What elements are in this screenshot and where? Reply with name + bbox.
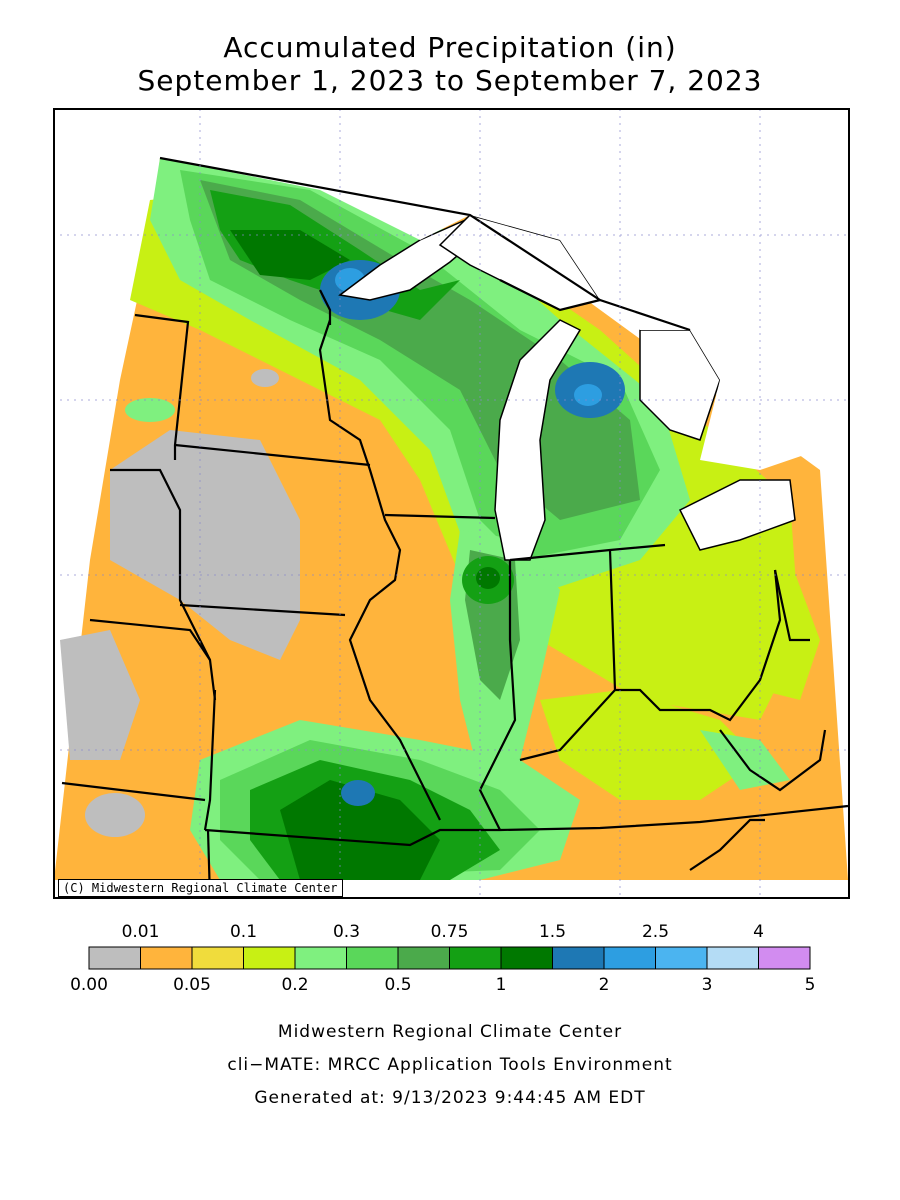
state-boundaries [61,156,849,898]
lake-michigan [494,319,582,561]
legend-top-label: 4 [753,922,764,942]
legend-swatch [500,946,553,970]
legend-top-label: 0.1 [229,922,258,942]
legend-swatch [191,946,244,970]
legend-swatch [449,946,502,970]
legend-swatch [140,946,193,970]
footer-tool-name: cli−MATE: MRCC Application Tools Environ… [227,1055,673,1075]
legend-swatch [346,946,399,970]
map-title: Accumulated Precipitation (in) [223,31,677,64]
legend-bottom-label: 0.00 [70,975,108,995]
legend-bottom-label: 0.5 [384,975,412,995]
legend-top-label: 2.5 [641,922,670,942]
precip-field [54,109,849,898]
legend-swatch [603,946,656,970]
legend-swatch [88,946,141,970]
legend-swatch [397,946,450,970]
legend-swatch [552,946,605,970]
legend-bottom-label: 3 [701,975,713,995]
lake-erie [678,479,796,551]
map-frame [53,108,850,899]
legend-bottom-label: 1 [495,975,507,995]
copyright-label: (C) Midwestern Regional Climate Center [58,879,343,897]
legend-top-label: 0.3 [332,922,361,942]
legend-swatch [706,946,759,970]
legend-swatch [294,946,347,970]
legend-bottom-label: 2 [598,975,610,995]
footer-generated-time: Generated at: 9/13/2023 9:44:45 AM EDT [254,1088,646,1108]
legend-bottom-label: 0.05 [173,975,211,995]
legend-color-bar [88,946,811,970]
legend-top-label: 1.5 [538,922,567,942]
legend-top-label: 0.75 [430,922,469,942]
legend-swatch [655,946,708,970]
legend-top-label: 0.01 [121,922,160,942]
legend-swatch [758,946,811,970]
map-date-range: September 1, 2023 to September 7, 2023 [137,64,763,97]
legend-bottom-label: 0.2 [281,975,309,995]
footer-organization: Midwestern Regional Climate Center [277,1022,623,1042]
legend-bottom-label: 5 [804,975,816,995]
legend-swatch [243,946,296,970]
